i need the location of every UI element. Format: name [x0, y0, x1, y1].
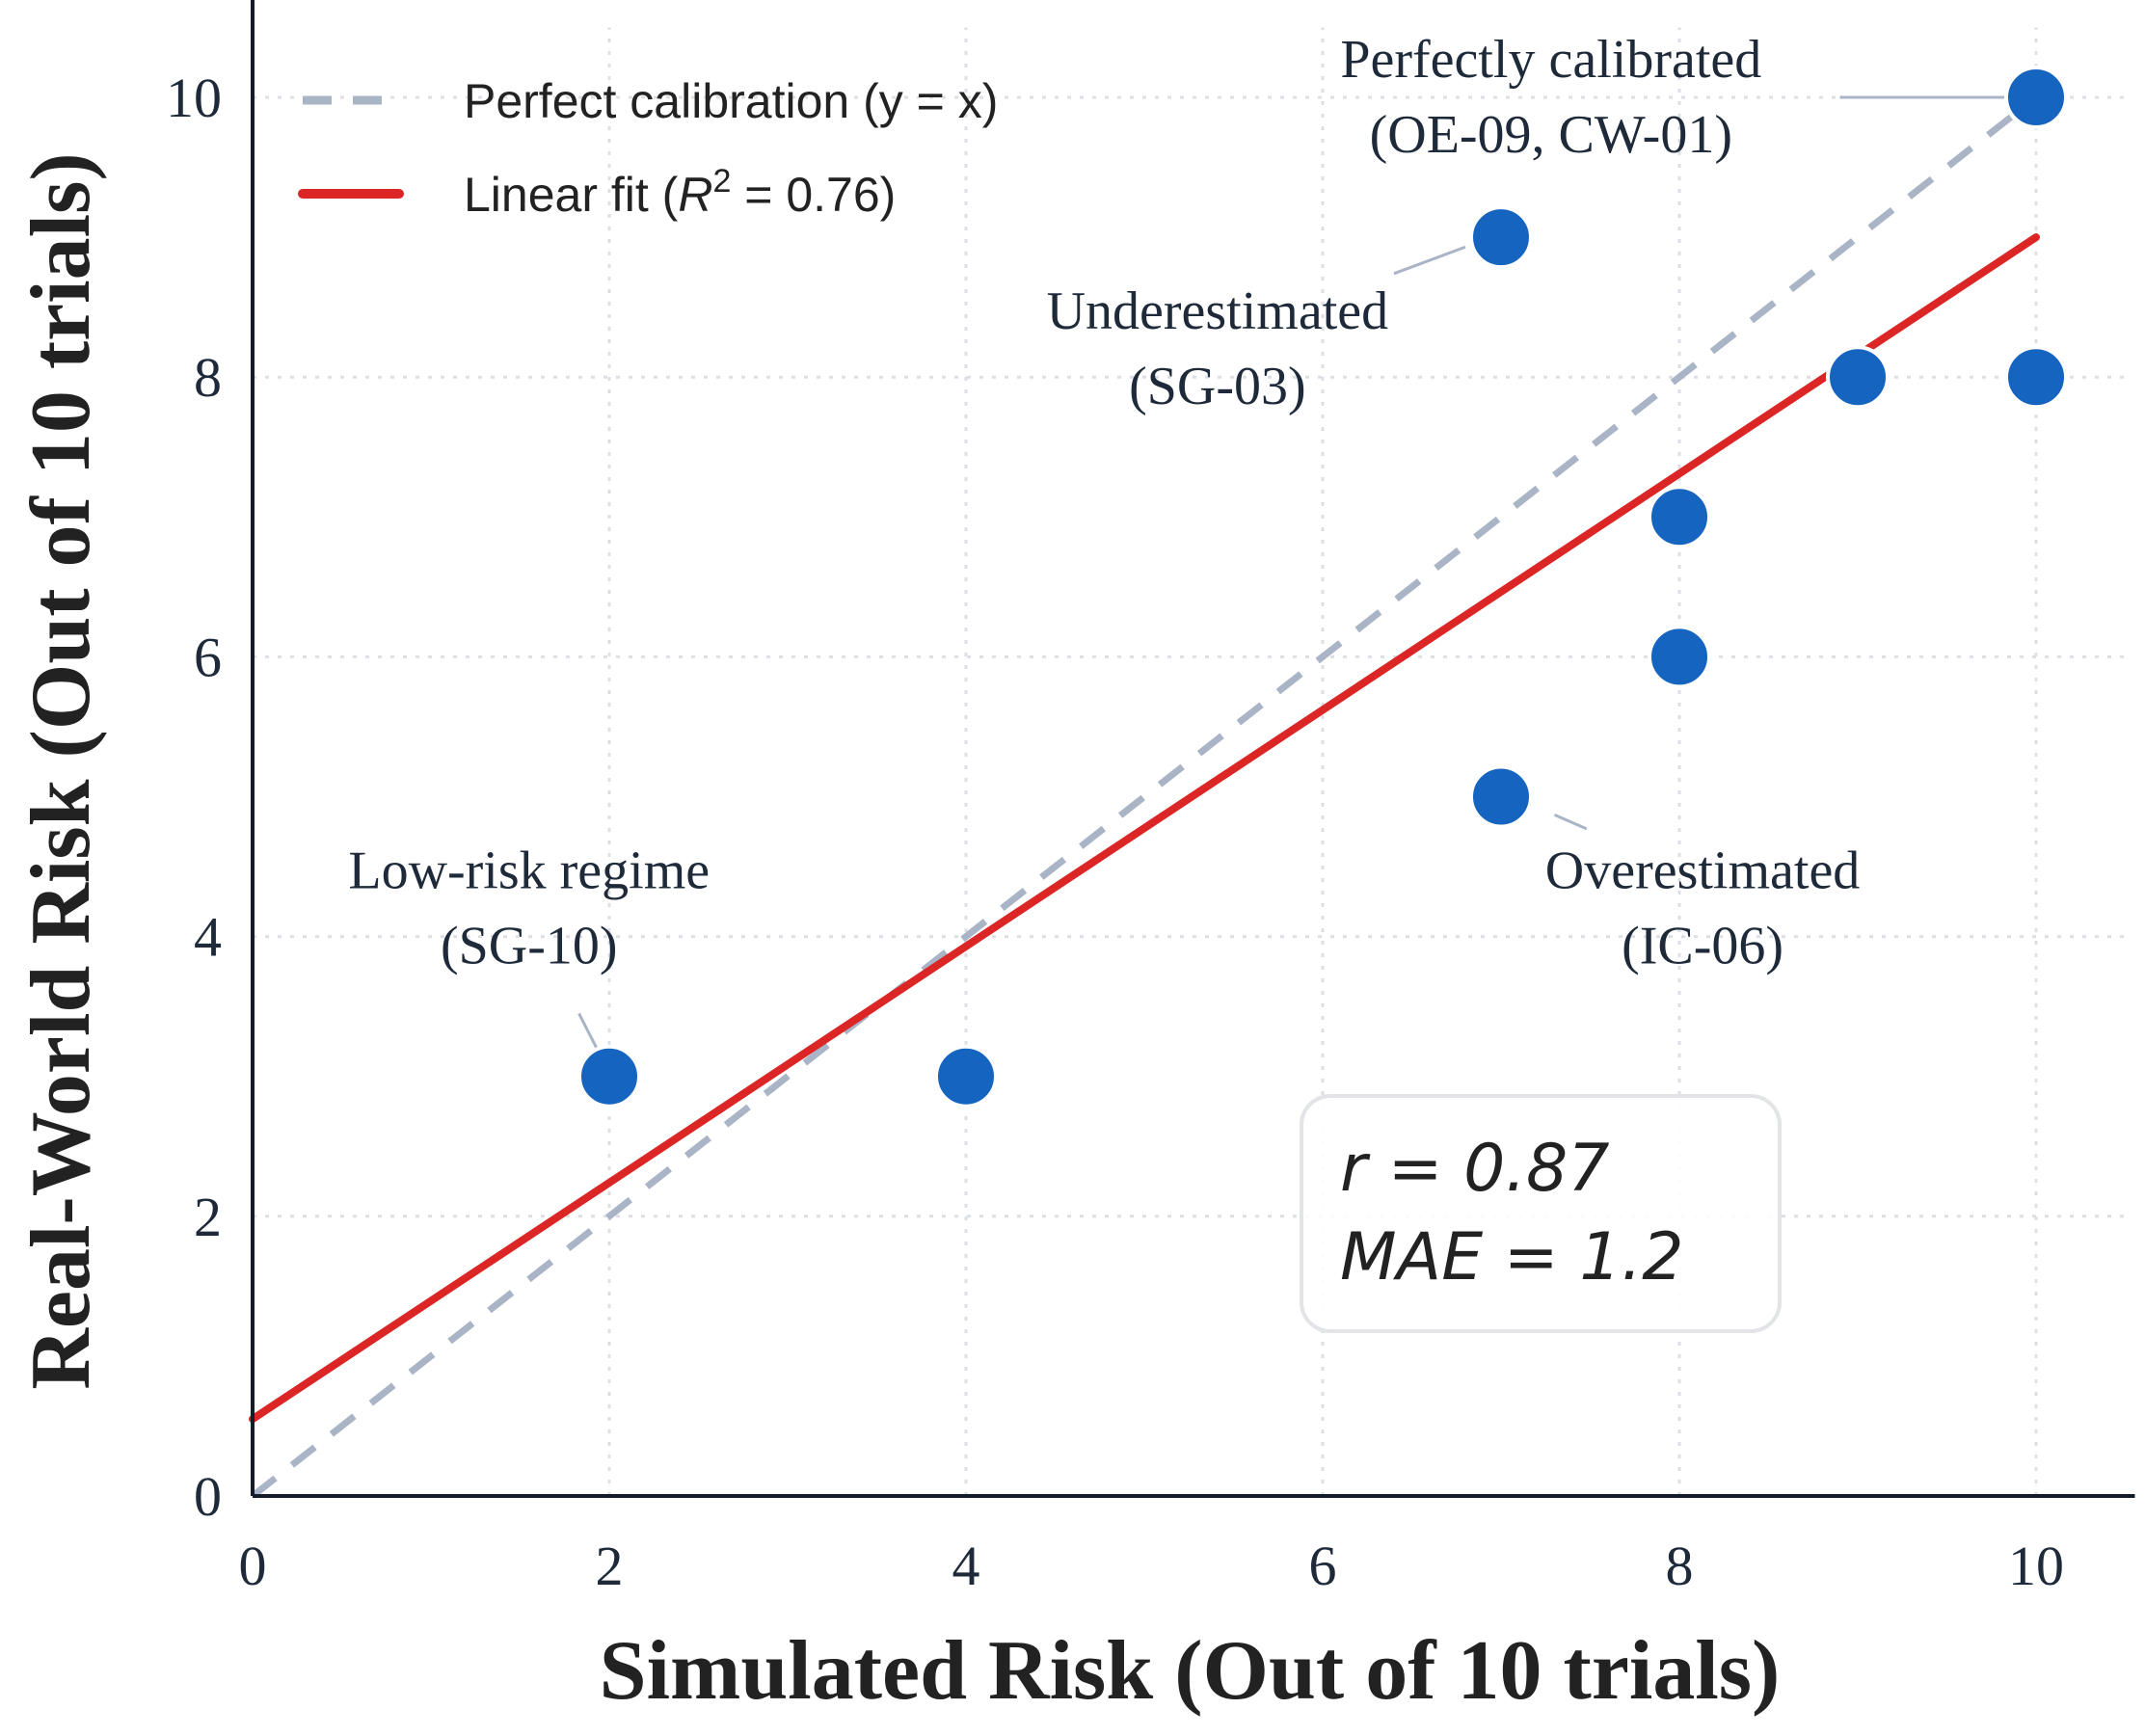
legend-label-reference: Perfect calibration (y = x) — [464, 74, 998, 128]
fit-line — [249, 233, 2040, 1424]
annotation-text: (SG-03) — [1129, 357, 1306, 416]
annotation-connector — [577, 1012, 599, 1050]
data-point — [1469, 764, 1533, 829]
data-point — [1826, 345, 1890, 410]
lines — [249, 94, 2040, 1499]
data-points — [577, 66, 2068, 1108]
data-point — [934, 1044, 998, 1108]
annotation-text: Underestimated — [1047, 281, 1389, 341]
data-point — [577, 1044, 641, 1108]
annotation-text: (IC-06) — [1622, 917, 1783, 976]
x-tick-label: 0 — [239, 1535, 267, 1597]
legend-label-fit: Linear fit (R2 = 0.76) — [464, 163, 896, 222]
x-tick-label: 2 — [596, 1535, 624, 1597]
y-tick-label: 10 — [166, 67, 222, 129]
annotation-connectors — [577, 95, 2015, 1050]
y-axis-label: Real-World Risk (Out of 10 trials) — [14, 152, 108, 1389]
y-tick-label: 6 — [194, 626, 222, 688]
y-tick-label: 2 — [194, 1186, 222, 1248]
x-tick-label: 6 — [1309, 1535, 1337, 1597]
data-point — [1469, 205, 1533, 270]
annotation-text: (OE-09, CW-01) — [1370, 105, 1732, 165]
annotation-connector — [1553, 813, 1588, 831]
legend: Perfect calibration (y = x) Linear fit (… — [298, 74, 998, 222]
stat-r: r = 0.87 — [1340, 1131, 1610, 1207]
annotation-connector — [1393, 245, 1466, 276]
x-tick-label: 8 — [1666, 1535, 1694, 1597]
annotation-text: (SG-10) — [441, 917, 618, 976]
stats-box-frame — [1300, 1094, 1782, 1333]
x-axis-label: Simulated Risk (Out of 10 trials) — [600, 1624, 1781, 1718]
annotations: Perfectly calibrated (OE-09, CW-01) Undere… — [348, 30, 1860, 976]
axes — [251, 0, 2135, 1498]
stat-mae: MAE = 1.2 — [1340, 1219, 1684, 1295]
y-tick-label: 4 — [194, 906, 222, 969]
annotation-text: Overestimated — [1545, 841, 1861, 901]
tick-labels: 0 2 4 6 8 10 0 2 4 6 8 10 — [166, 67, 2064, 1597]
data-point — [1648, 625, 1711, 689]
annotation-text: Perfectly calibrated — [1340, 30, 1761, 90]
data-point — [2004, 66, 2068, 129]
x-tick-label: 10 — [2008, 1535, 2064, 1597]
y-tick-label: 8 — [194, 346, 222, 409]
data-point — [2004, 345, 2068, 410]
x-tick-label: 4 — [952, 1535, 980, 1597]
annotation-text: Low-risk regime — [348, 841, 710, 901]
reference-line — [250, 94, 2039, 1499]
data-point — [1648, 485, 1711, 549]
stats-box: r = 0.87 MAE = 1.2 — [1300, 1094, 1782, 1333]
y-tick-label: 0 — [194, 1465, 222, 1528]
